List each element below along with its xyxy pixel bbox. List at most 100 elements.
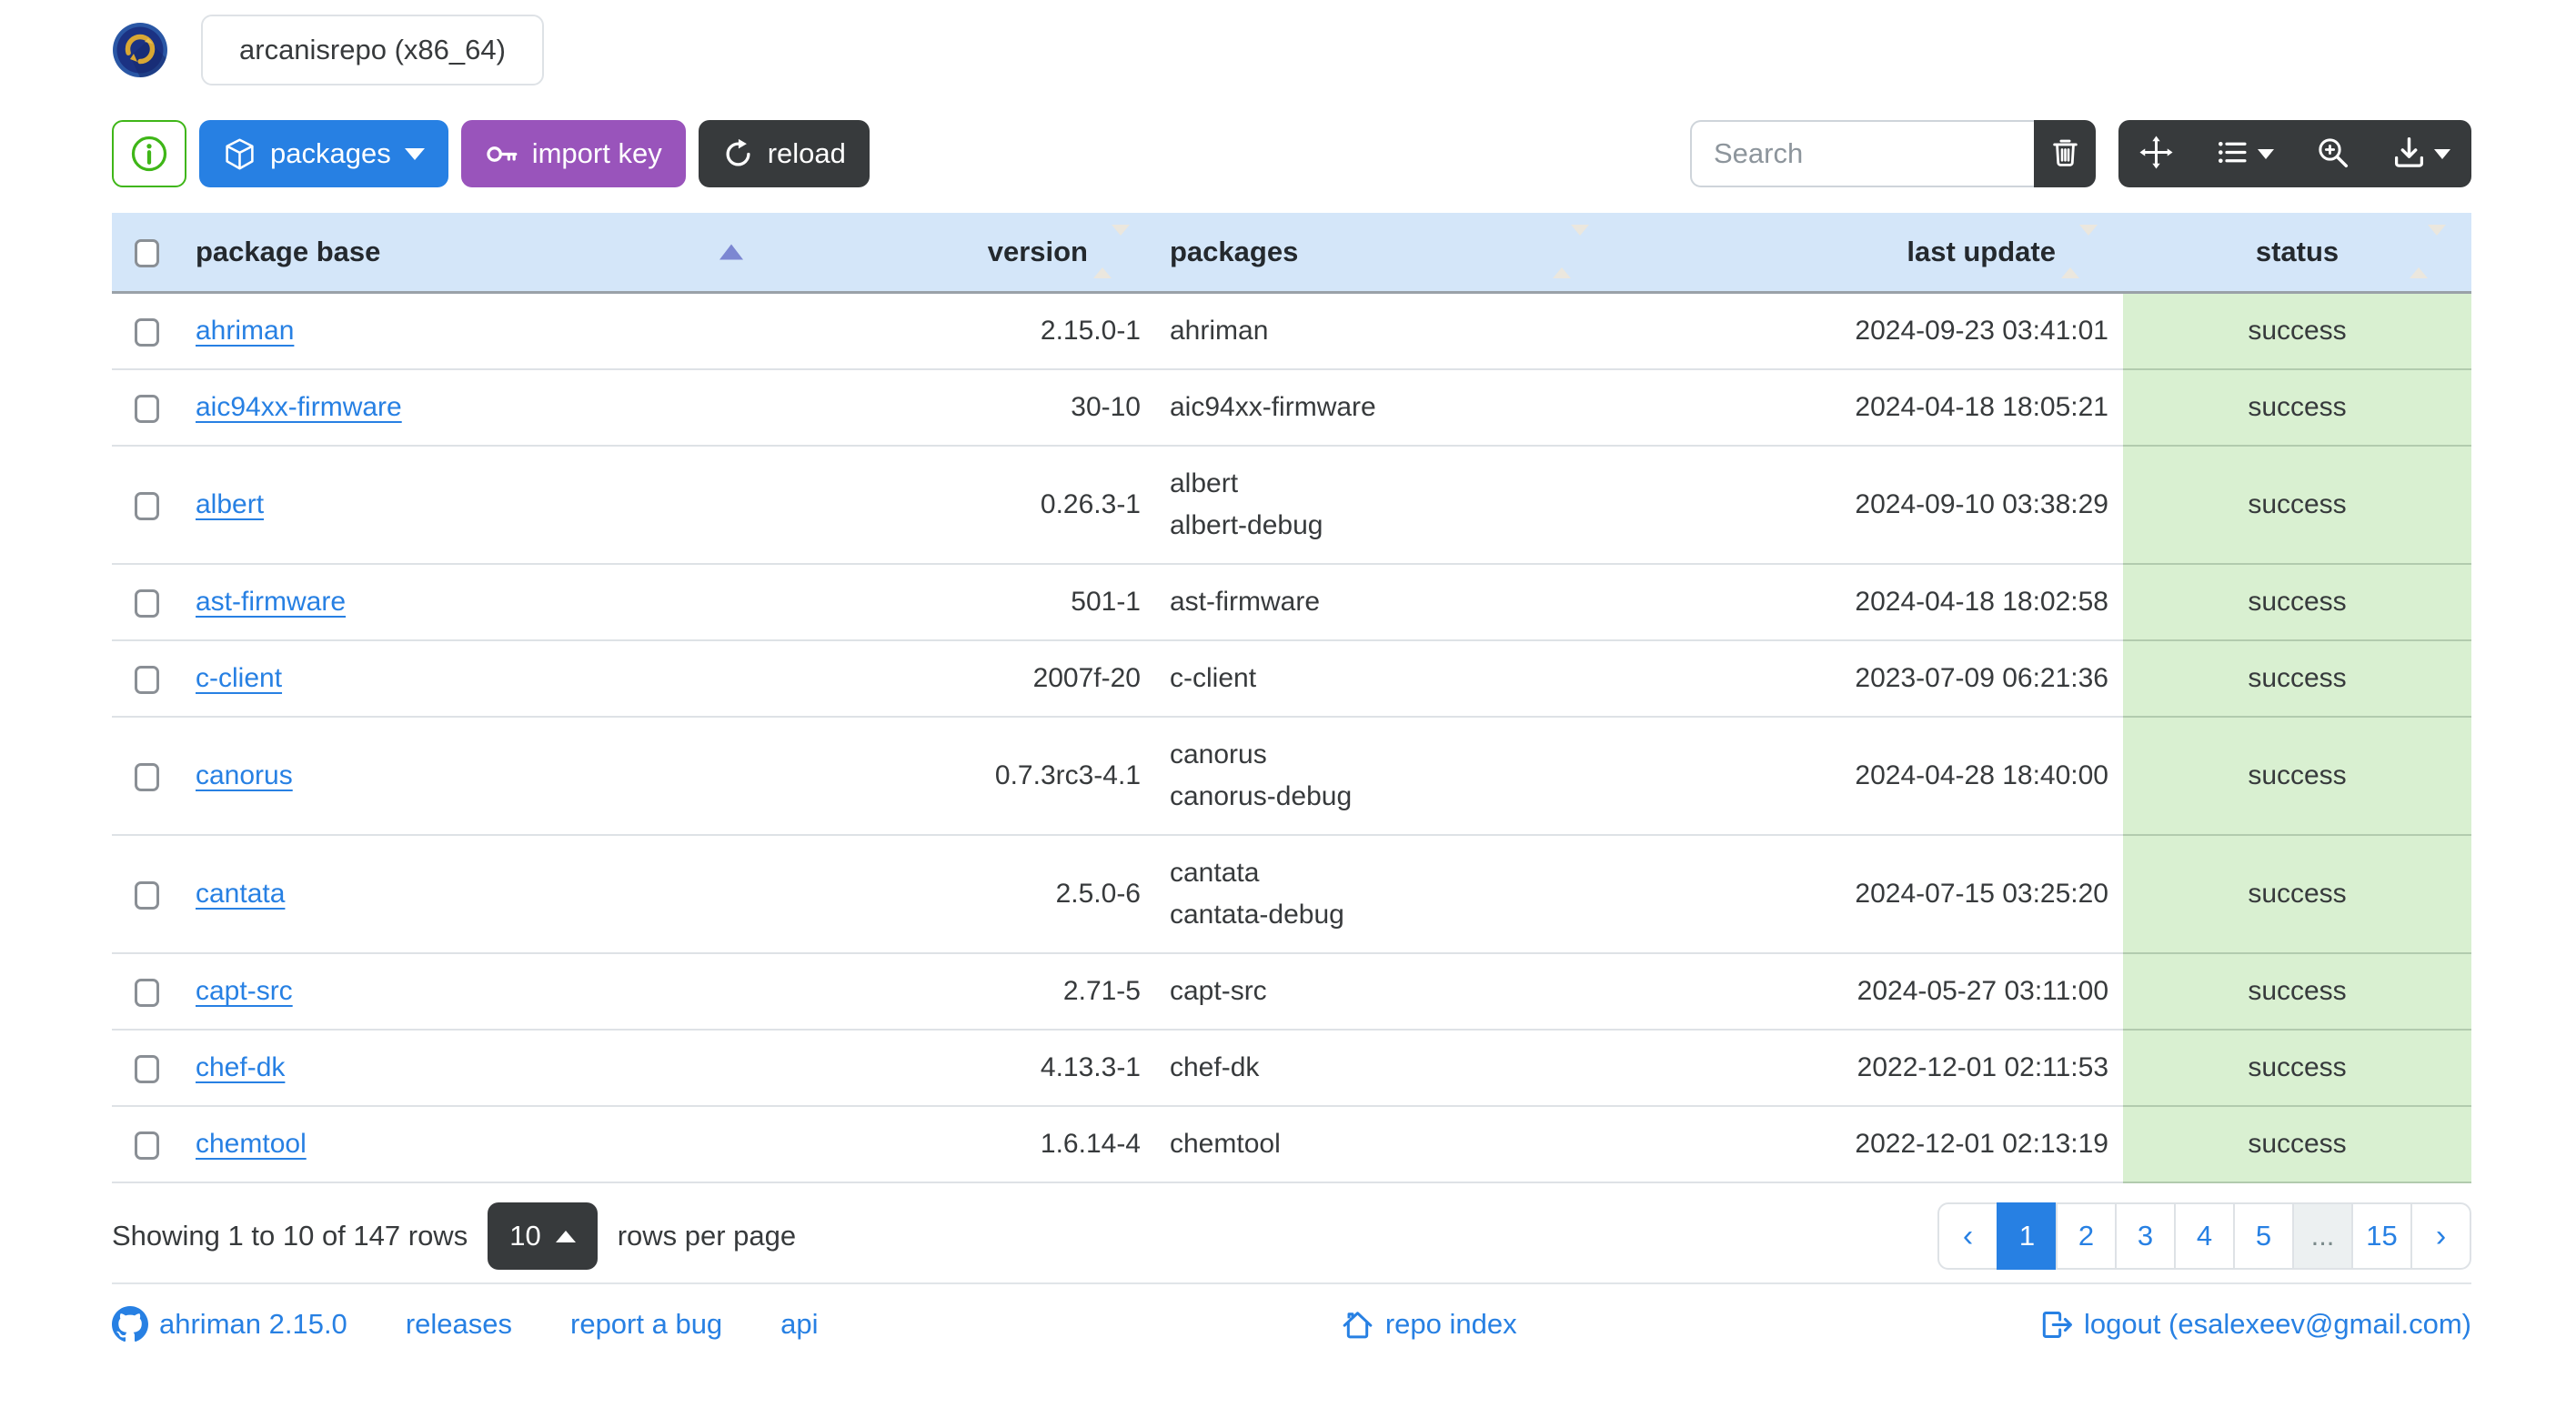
package-base-cell: c-client [181,640,769,718]
trash-icon [2049,136,2081,171]
row-checkbox[interactable] [134,978,159,1007]
last-update-cell: 2024-05-27 03:11:00 [1615,953,2123,1031]
status-cell: success [2123,717,2471,836]
packages-cell: chef-dk [1155,1030,1615,1107]
page-size-dropdown[interactable]: 10 [488,1202,598,1270]
packages-cell: ast-firmware [1155,564,1615,641]
status-cell: success [2123,835,2471,954]
table-row: cantata 2.5.0-6 cantata cantata-debug 2024-0… [112,835,2471,954]
package-base-cell: ast-firmware [181,564,769,641]
packages-cell: ahriman [1155,292,1615,370]
repo-index-link[interactable]: repo index [1341,1308,1517,1342]
column-label: status [2255,236,2340,267]
package-base-link[interactable]: chemtool [196,1129,307,1159]
package-base-link[interactable]: canorus [196,760,293,790]
package-base-cell: canorus [181,717,769,836]
row-checkbox[interactable] [134,762,159,791]
package-base-link[interactable]: ahriman [196,316,295,346]
reload-button[interactable]: reload [698,120,870,187]
package-base-link[interactable]: albert [196,489,265,519]
page-15-button[interactable]: 15 [2351,1202,2412,1270]
package-name: ast-firmware [1170,587,1321,617]
tab-repository[interactable]: arcanisrepo (x86_64) [201,15,544,85]
import-key-button-label: import key [531,137,662,169]
last-update-cell: 2022-12-01 02:11:53 [1615,1030,2123,1107]
columns-dropdown-button[interactable] [2216,136,2274,172]
select-all-checkbox[interactable] [134,239,159,268]
toggle-view-button[interactable] [2316,136,2350,172]
package-base-link[interactable]: cantata [196,879,286,909]
row-checkbox[interactable] [134,1131,159,1160]
page-5-button[interactable]: 5 [2233,1202,2294,1270]
version-cell: 0.7.3rc3-4.1 [769,717,1155,836]
package-base-cell: capt-src [181,953,769,1031]
row-checkbox[interactable] [134,317,159,347]
row-checkbox[interactable] [134,588,159,618]
package-name: ahriman [1170,316,1269,346]
releases-link-label: releases [405,1308,512,1340]
package-name: cantata-debug [1170,900,1344,930]
packages-cell: canorus canorus-debug [1155,717,1615,836]
column-label: packages [1170,236,1299,267]
zoom-in-icon [2316,136,2350,172]
table-row: c-client 2007f-20 c-client 2023-07-09 06:21… [112,640,2471,718]
key-icon [485,137,518,171]
import-key-button[interactable]: import key [460,120,686,187]
column-header-status[interactable]: status [2123,213,2471,294]
export-dropdown-button[interactable] [2392,136,2450,172]
package-base-link[interactable]: ast-firmware [196,587,347,617]
package-base-link[interactable]: c-client [196,663,283,693]
row-checkbox-cell [112,292,181,370]
chevron-down-icon [2257,148,2274,159]
version-cell: 0.26.3-1 [769,446,1155,565]
page-2-button[interactable]: 2 [2056,1202,2117,1270]
column-header-version[interactable]: version [769,213,1155,294]
page-4-button[interactable]: 4 [2174,1202,2235,1270]
chevron-up-icon [555,1230,576,1242]
status-cell: success [2123,446,2471,565]
row-checkbox[interactable] [134,880,159,910]
info-button[interactable] [112,120,186,187]
page-1-button[interactable]: 1 [1997,1202,2058,1270]
list-columns-icon [2216,136,2249,172]
version-cell: 2.71-5 [769,953,1155,1031]
row-checkbox[interactable] [134,665,159,694]
report-bug-link-label: report a bug [570,1308,723,1340]
row-checkbox[interactable] [134,394,159,423]
logout-link-label: logout (esalexeev@gmail.com) [2083,1308,2471,1340]
version-cell: 2.15.0-1 [769,292,1155,370]
search-input[interactable] [1690,120,2034,187]
last-update-cell: 2024-09-23 03:41:01 [1615,292,2123,370]
last-update-cell: 2024-04-18 18:02:58 [1615,564,2123,641]
column-label: version [987,236,1088,267]
page-prev-button[interactable]: ‹ [1937,1202,1998,1270]
page-3-button[interactable]: 3 [2115,1202,2176,1270]
version-cell: 30-10 [769,369,1155,447]
api-link[interactable]: api [780,1308,818,1341]
toolbar: packages import key [112,120,2471,187]
table-row: aic94xx-firmware 30-10 aic94xx-firmware 202… [112,369,2471,447]
row-checkbox-cell [112,1106,181,1183]
row-checkbox[interactable] [134,491,159,520]
status-cell: success [2123,369,2471,447]
package-name: c-client [1170,663,1257,693]
column-label: last update [1907,236,2056,267]
column-header-packages[interactable]: packages [1155,213,1615,294]
releases-link[interactable]: releases [406,1308,512,1341]
fullscreen-button[interactable] [2139,136,2173,172]
report-bug-link[interactable]: report a bug [570,1308,722,1341]
package-base-link[interactable]: aic94xx-firmware [196,392,402,422]
version-link[interactable]: ahriman 2.15.0 [112,1306,347,1343]
package-base-link[interactable]: chef-dk [196,1052,286,1082]
package-name: chef-dk [1170,1052,1260,1082]
rows-per-page-label: rows per page [617,1220,797,1252]
logout-link[interactable]: logout (esalexeev@gmail.com) [2039,1308,2471,1342]
clear-search-button[interactable] [2034,120,2096,187]
row-checkbox[interactable] [134,1054,159,1083]
packages-dropdown-button[interactable]: packages [199,120,448,187]
page-next-button[interactable]: › [2410,1202,2471,1270]
table-row: chef-dk 4.13.3-1 chef-dk 2022-12-01 02:11:5… [112,1030,2471,1107]
package-base-link[interactable]: capt-src [196,976,293,1006]
column-header-last-update[interactable]: last update [1615,213,2123,294]
column-header-package-base[interactable]: package base [181,213,769,294]
